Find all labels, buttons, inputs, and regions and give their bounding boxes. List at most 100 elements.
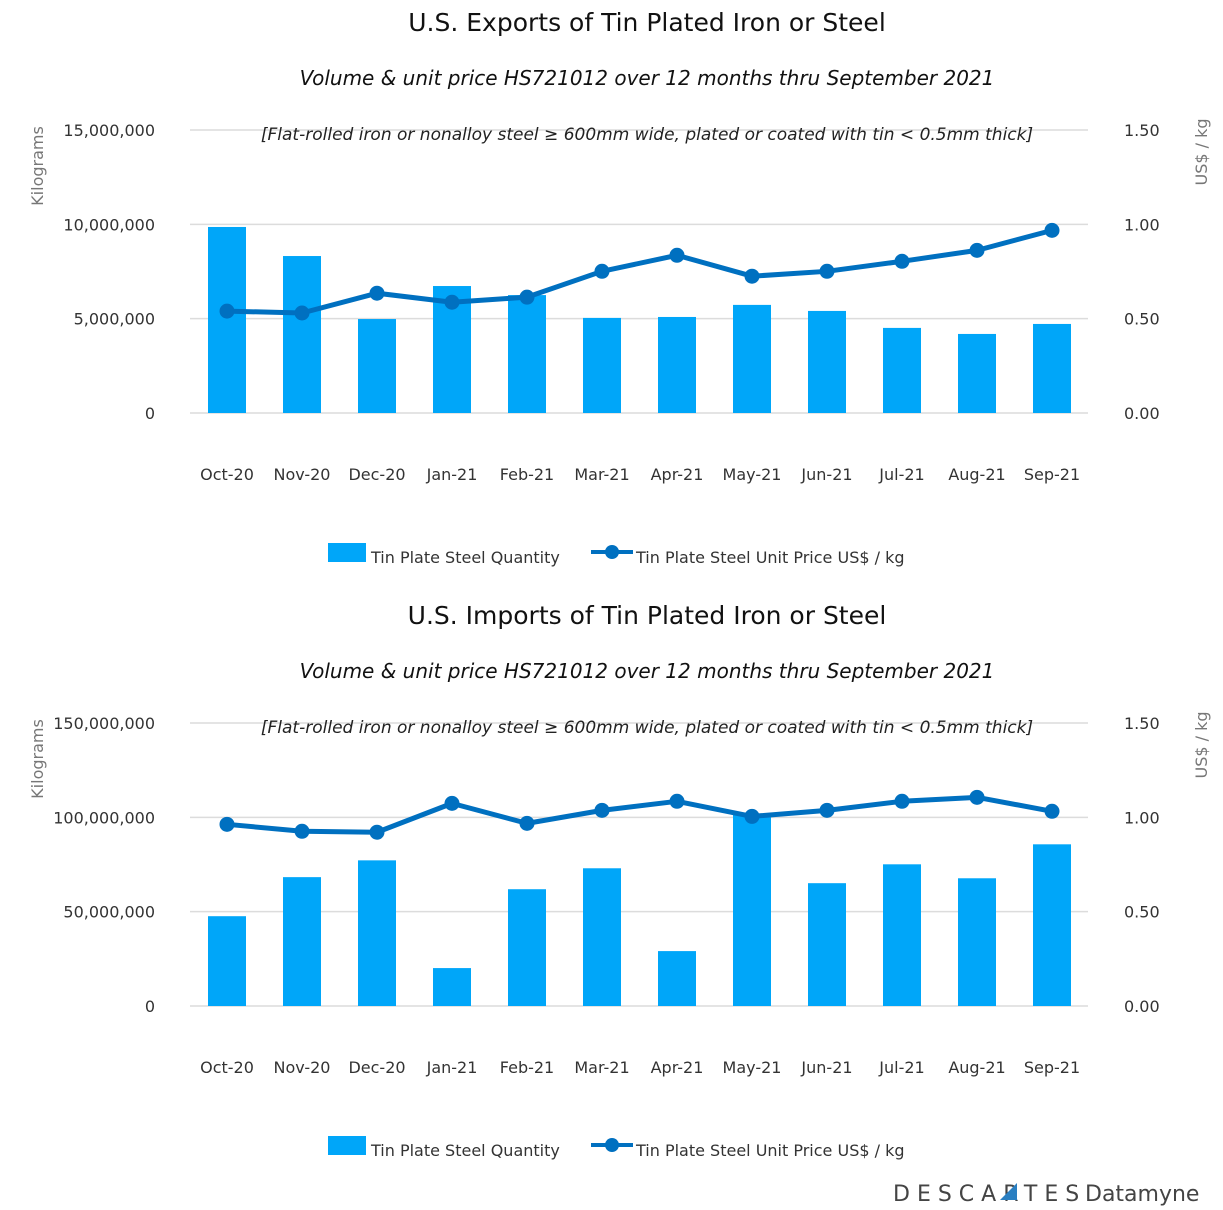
bar-Sep-21 (1033, 844, 1071, 1006)
price-point-Jun-21 (819, 263, 835, 279)
y2-axis-title: US$ / kg (1192, 711, 1211, 778)
logo-triangle-icon (1000, 1183, 1017, 1200)
bar-Feb-21 (508, 295, 546, 413)
chart-annotation: [Flat-rolled iron or nonalloy steel ≥ 60… (261, 718, 1033, 738)
price-point-Nov-20 (294, 823, 310, 839)
x-tick-label: Jan-21 (426, 465, 478, 484)
x-tick-label: Sep-21 (1024, 465, 1080, 484)
logo-brand: DESCARTES (893, 1182, 1086, 1206)
gridlines: 0 0.00 5,000,000 0.50 10,000,000 1.00 15,000,0… (63, 121, 1159, 423)
legend: Tin Plate Steel Quantity Tin Plate Steel… (328, 543, 905, 567)
legend-line-label: Tin Plate Steel Unit Price US$ / kg (635, 1141, 905, 1160)
descartes-datamyne-logo: DESCARTES Datamyne (893, 1182, 1199, 1207)
price-point-Jul-21 (894, 793, 910, 809)
x-tick-label: Mar-21 (574, 1058, 629, 1077)
y-tick-label: 10,000,000 (63, 215, 155, 234)
legend-line-marker (605, 1138, 619, 1152)
x-tick-label: Aug-21 (948, 1058, 1005, 1077)
logo-product: Datamyne (1085, 1182, 1199, 1206)
gridlines: 0 0.00 50,000,000 0.50 100,000,000 1.00 150,00… (53, 714, 1159, 1016)
price-point-Nov-20 (294, 305, 310, 321)
bar-Jan-21 (433, 968, 471, 1006)
y-axis-title: Kilograms (28, 126, 47, 206)
price-point-Feb-21 (519, 289, 535, 305)
price-point-May-21 (744, 808, 760, 824)
bar-Oct-20 (208, 916, 246, 1006)
legend-bar-label: Tin Plate Steel Quantity (370, 548, 560, 567)
bar-Jun-21 (808, 883, 846, 1006)
price-point-Dec-20 (369, 824, 385, 840)
legend-line-marker (605, 545, 619, 559)
x-tick-label: Nov-20 (274, 1058, 331, 1077)
y2-tick-label: 0.50 (1124, 903, 1160, 922)
price-point-Mar-21 (594, 802, 610, 818)
bar-Mar-21 (583, 868, 621, 1006)
bar-May-21 (733, 813, 771, 1006)
legend-bar-swatch (328, 543, 366, 562)
x-tick-label: Oct-20 (200, 465, 254, 484)
bar-Apr-21 (658, 951, 696, 1006)
y2-tick-label: 1.00 (1124, 215, 1160, 234)
bar-Sep-21 (1033, 323, 1071, 413)
x-tick-label: Nov-20 (274, 465, 331, 484)
bar-Aug-21 (958, 878, 996, 1006)
bar-Jul-21 (883, 327, 921, 413)
x-tick-label: Jun-21 (800, 1058, 852, 1077)
x-tick-label: May-21 (723, 465, 782, 484)
y2-tick-label: 0.00 (1124, 997, 1160, 1016)
y2-axis-title: US$ / kg (1192, 118, 1211, 185)
exports-chart: U.S. Exports of Tin Plated Iron or Steel… (28, 8, 1211, 567)
legend-bar-swatch (328, 1136, 366, 1155)
x-tick-label: Apr-21 (651, 465, 704, 484)
y-axis-title: Kilograms (28, 719, 47, 799)
x-tick-label: Oct-20 (200, 1058, 254, 1077)
price-point-Mar-21 (594, 263, 610, 279)
price-point-Sep-21 (1044, 803, 1060, 819)
y2-tick-label: 1.50 (1124, 121, 1160, 140)
y2-tick-label: 1.50 (1124, 714, 1160, 733)
x-tick-label: Feb-21 (500, 1058, 554, 1077)
bar-May-21 (733, 304, 771, 413)
bar-Dec-20 (358, 860, 396, 1006)
bar-Apr-21 (658, 316, 696, 413)
y-tick-label: 15,000,000 (63, 121, 155, 140)
bar-Nov-20 (283, 256, 321, 413)
y-tick-label: 150,000,000 (53, 714, 155, 733)
price-point-Feb-21 (519, 815, 535, 831)
x-tick-label: Jul-21 (878, 1058, 924, 1077)
bar-Feb-21 (508, 889, 546, 1006)
chart-subtitle: Volume & unit price HS721012 over 12 mon… (300, 66, 995, 90)
bar-Nov-20 (283, 877, 321, 1006)
chart-annotation: [Flat-rolled iron or nonalloy steel ≥ 60… (261, 125, 1033, 145)
y2-tick-label: 1.00 (1124, 808, 1160, 827)
imports-chart: U.S. Imports of Tin Plated Iron or Steel… (28, 601, 1211, 1160)
y-tick-label: 5,000,000 (74, 310, 155, 329)
y2-tick-label: 0.50 (1124, 310, 1160, 329)
price-line (226, 227, 1053, 316)
y-tick-label: 0 (145, 404, 155, 423)
x-tick-label: Jul-21 (878, 465, 924, 484)
y2-tick-label: 0.00 (1124, 404, 1160, 423)
legend-line-label: Tin Plate Steel Unit Price US$ / kg (635, 548, 905, 567)
x-tick-label: Sep-21 (1024, 1058, 1080, 1077)
x-tick-label: Apr-21 (651, 1058, 704, 1077)
price-point-Jun-21 (819, 802, 835, 818)
price-point-Dec-20 (369, 285, 385, 301)
x-tick-label: Jan-21 (426, 1058, 478, 1077)
x-tick-label: Dec-20 (348, 1058, 405, 1077)
price-point-Oct-20 (219, 303, 235, 319)
bar-Oct-20 (208, 226, 246, 413)
chart-subtitle: Volume & unit price HS721012 over 12 mon… (300, 659, 995, 683)
chart-marks: Oct-20 Nov-20 Dec-20 Jan-21 Feb-21 Mar-21 Apr-… (200, 789, 1080, 1077)
x-tick-label: Jun-21 (800, 465, 852, 484)
price-point-May-21 (744, 268, 760, 284)
x-tick-label: Mar-21 (574, 465, 629, 484)
price-point-Jul-21 (894, 253, 910, 269)
x-tick-label: Dec-20 (348, 465, 405, 484)
price-point-Jan-21 (444, 294, 460, 310)
x-tick-label: Aug-21 (948, 465, 1005, 484)
legend-bar-label: Tin Plate Steel Quantity (370, 1141, 560, 1160)
bar-Jun-21 (808, 310, 846, 413)
price-point-Aug-21 (969, 242, 985, 258)
